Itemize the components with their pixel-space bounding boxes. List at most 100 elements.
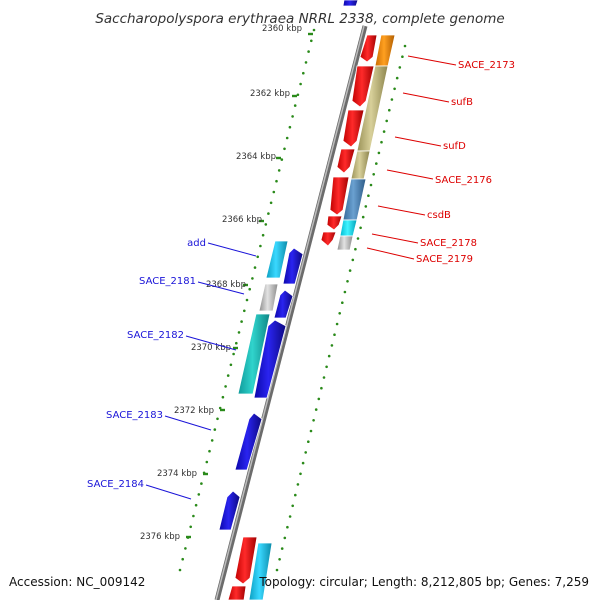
- tick-dot: [272, 190, 276, 194]
- tick-dot: [304, 61, 308, 64]
- gene-feature[interactable]: [342, 0, 359, 7]
- gene-feature[interactable]: [273, 289, 294, 319]
- tick-dot: [354, 247, 357, 251]
- tick-dot: [310, 39, 313, 43]
- tick-dot: [338, 312, 342, 315]
- gene-feature[interactable]: [336, 148, 356, 174]
- cog-block[interactable]: [374, 34, 396, 67]
- gene-label[interactable]: add: [187, 238, 206, 249]
- gene-label[interactable]: SACE_2176: [435, 175, 492, 186]
- cog-block[interactable]: [237, 313, 271, 395]
- tick-dot: [200, 482, 203, 485]
- cog-block[interactable]: [265, 240, 289, 279]
- tick-dot: [369, 183, 373, 187]
- tick-dot: [280, 158, 284, 161]
- gene-label[interactable]: SACE_2181: [139, 276, 196, 287]
- tick-dot: [286, 525, 289, 529]
- gene-label[interactable]: SACE_2182: [127, 330, 184, 341]
- gene-feature[interactable]: [342, 109, 365, 148]
- tick-dot: [261, 233, 265, 237]
- tick-dot: [275, 179, 278, 183]
- gene-label[interactable]: SACE_2183: [106, 410, 163, 421]
- forward-gene-labels: SACE_2173 sufB sufD SACE_2176 csdB SACE_…: [416, 60, 515, 265]
- reverse-gene-labels: add SACE_2181 SACE_2182 SACE_2183 SACE_2…: [87, 238, 206, 490]
- tick-dot: [312, 419, 315, 422]
- tick-dot: [364, 205, 368, 208]
- tick-dot: [307, 50, 310, 53]
- tick-dot: [192, 514, 195, 518]
- gene-label[interactable]: csdB: [427, 210, 451, 221]
- reverse-cog-track: [237, 240, 289, 395]
- cog-block[interactable]: [336, 235, 354, 251]
- tick-dot: [232, 352, 235, 356]
- tick-dot: [307, 440, 310, 444]
- tick-dot: [280, 547, 284, 550]
- tick-label: 2368 kbp: [206, 280, 246, 290]
- tick-dot: [277, 169, 281, 172]
- tick-dot: [216, 417, 219, 421]
- gene-feature[interactable]: [351, 65, 375, 108]
- left-label-leaders: [145, 242, 257, 500]
- gene-feature[interactable]: [326, 215, 343, 231]
- tick-dot: [320, 386, 323, 390]
- tick-dot: [221, 395, 225, 399]
- tick-labels: 2360 kbp 2362 kbp 2364 kbp 2366 kbp 2368…: [140, 24, 302, 542]
- tick-dot: [291, 504, 295, 508]
- tick-dot: [178, 568, 182, 572]
- gene-feature[interactable]: [218, 490, 241, 531]
- gene-feature[interactable]: [329, 176, 350, 216]
- tick-dot: [361, 215, 365, 219]
- tick-dot: [275, 568, 279, 572]
- tick-label: 2376 kbp: [140, 532, 180, 542]
- tick-dot: [248, 287, 251, 291]
- gene-feature[interactable]: [227, 585, 247, 600]
- gene-label[interactable]: sufD: [443, 141, 466, 152]
- gene-label[interactable]: SACE_2178: [420, 238, 477, 249]
- tick-dot: [194, 503, 198, 507]
- tick-dot: [380, 140, 383, 144]
- tick-dot: [377, 151, 381, 155]
- gene-feature[interactable]: [234, 536, 258, 585]
- tick-dot: [322, 376, 326, 379]
- tick-dot: [256, 255, 260, 259]
- tick-dot: [403, 44, 407, 48]
- cog-block[interactable]: [339, 219, 358, 237]
- gene-feature[interactable]: [234, 412, 263, 471]
- tick-dot: [237, 331, 241, 334]
- tick-dot: [333, 333, 336, 337]
- tick-dot: [235, 341, 238, 345]
- cog-block[interactable]: [248, 542, 273, 600]
- gene-feature[interactable]: [253, 319, 287, 399]
- tick-dot: [375, 162, 378, 165]
- tick-dot: [181, 557, 184, 561]
- tick-dot: [213, 428, 217, 431]
- tick-dot: [224, 385, 227, 388]
- gene-label[interactable]: SACE_2184: [87, 479, 144, 490]
- tick-dot: [269, 201, 273, 205]
- tick-dot: [294, 493, 297, 497]
- accession-text: Accession: NC_009142: [9, 575, 145, 589]
- gene-feature[interactable]: [359, 34, 378, 63]
- cog-block[interactable]: [258, 283, 279, 312]
- tick-label: 2362 kbp: [250, 89, 290, 99]
- gene-label[interactable]: SACE_2173: [458, 60, 515, 71]
- tick-dot: [264, 223, 268, 226]
- gene-feature[interactable]: [282, 247, 304, 285]
- map-title: Saccharopolyspora erythraea NRRL 2338, c…: [95, 11, 504, 27]
- gene-label[interactable]: sufB: [451, 97, 473, 108]
- tick-dot: [388, 108, 391, 112]
- tick-label: 2370 kbp: [191, 343, 231, 353]
- tick-dot: [335, 322, 339, 326]
- tick-dot: [356, 237, 360, 240]
- tick-dot: [385, 119, 389, 123]
- tick-dot: [291, 115, 294, 118]
- gene-label[interactable]: SACE_2179: [416, 254, 473, 265]
- forward-strand-genes: [227, 34, 378, 600]
- tick-dot: [309, 429, 313, 433]
- gene-feature[interactable]: [320, 231, 337, 247]
- cog-block[interactable]: [350, 150, 371, 180]
- tick-dot: [240, 320, 243, 323]
- tick-dot: [372, 173, 376, 176]
- tick-dot: [184, 547, 187, 550]
